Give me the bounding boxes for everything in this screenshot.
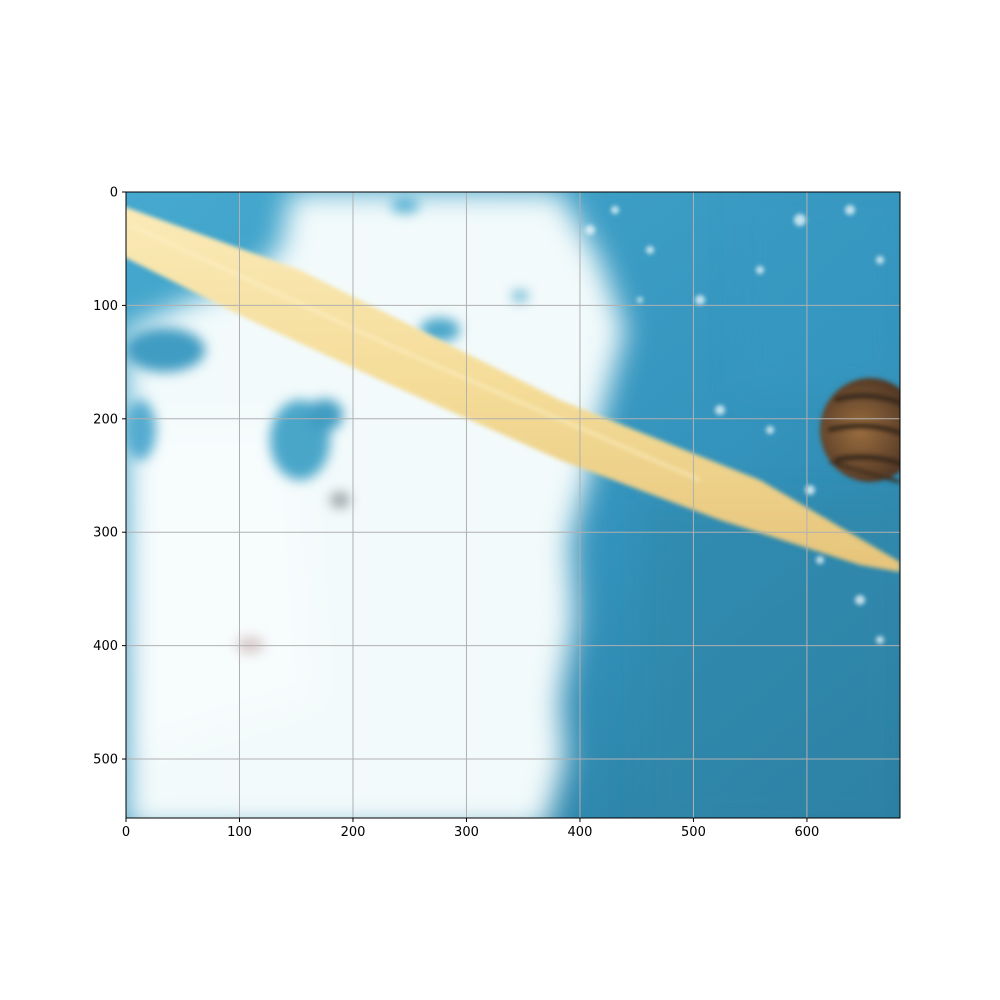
foam-area <box>126 192 625 818</box>
axes-frame <box>125 191 901 819</box>
x-tick-label: 400 <box>568 825 593 840</box>
water-patches <box>126 197 528 653</box>
x-tick-label: 100 <box>227 825 252 840</box>
y-tick-label: 0 <box>110 186 118 201</box>
x-tick-label: 300 <box>454 825 479 840</box>
photo <box>126 192 900 818</box>
grid-lines <box>125 191 900 818</box>
bubbles <box>585 205 884 644</box>
y-tick-label: 200 <box>93 412 118 427</box>
y-tick-label: 500 <box>93 753 118 768</box>
y-tick-label: 300 <box>93 526 118 541</box>
x-tick-label: 600 <box>795 825 820 840</box>
x-axis: 0 100 200 300 400 500 600 <box>122 818 819 840</box>
x-tick-label: 0 <box>122 825 130 840</box>
y-axis: 0 100 200 300 400 500 <box>93 186 126 768</box>
y-tick-label: 100 <box>93 299 118 314</box>
x-tick-label: 500 <box>681 825 706 840</box>
x-tick-label: 200 <box>341 825 366 840</box>
y-tick-label: 400 <box>93 639 118 654</box>
bee <box>820 378 900 484</box>
wooden-stick <box>126 207 900 572</box>
